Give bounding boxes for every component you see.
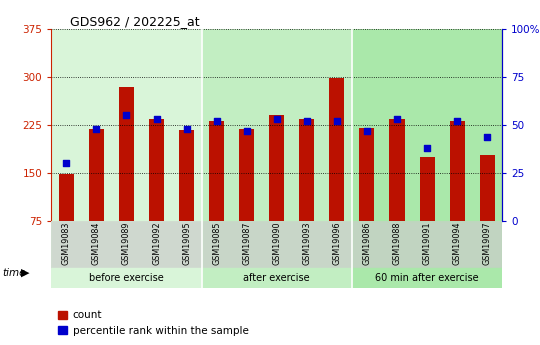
Point bbox=[62, 161, 71, 166]
Bar bbox=[209, 121, 224, 221]
Text: GSM19097: GSM19097 bbox=[483, 221, 491, 265]
Point bbox=[212, 118, 221, 124]
Bar bbox=[329, 78, 345, 221]
Bar bbox=[51, 268, 201, 288]
Text: GSM19095: GSM19095 bbox=[182, 221, 191, 265]
Bar bbox=[299, 119, 314, 221]
Text: GSM19084: GSM19084 bbox=[92, 221, 101, 265]
Text: GDS962 / 202225_at: GDS962 / 202225_at bbox=[70, 16, 200, 29]
Text: GSM19094: GSM19094 bbox=[453, 221, 462, 265]
Bar bbox=[149, 119, 164, 221]
Text: before exercise: before exercise bbox=[89, 273, 164, 283]
Point bbox=[302, 118, 311, 124]
Bar bbox=[352, 268, 502, 288]
Text: GSM19093: GSM19093 bbox=[302, 221, 311, 265]
Legend: count, percentile rank within the sample: count, percentile rank within the sample bbox=[54, 306, 253, 340]
Point bbox=[453, 118, 461, 124]
Bar bbox=[480, 155, 495, 221]
Bar bbox=[179, 130, 194, 221]
Text: GSM19091: GSM19091 bbox=[422, 221, 431, 265]
Text: GSM19086: GSM19086 bbox=[362, 221, 372, 265]
Text: GSM19096: GSM19096 bbox=[332, 221, 341, 265]
Text: GSM19083: GSM19083 bbox=[62, 221, 71, 265]
Point bbox=[273, 117, 281, 122]
Text: GSM19087: GSM19087 bbox=[242, 221, 251, 265]
Text: 60 min after exercise: 60 min after exercise bbox=[375, 273, 479, 283]
Bar bbox=[51, 221, 502, 269]
Text: GSM19085: GSM19085 bbox=[212, 221, 221, 265]
Bar bbox=[51, 29, 201, 221]
Text: after exercise: after exercise bbox=[244, 273, 310, 283]
Text: time: time bbox=[3, 268, 26, 277]
Bar bbox=[450, 121, 464, 221]
Point bbox=[242, 128, 251, 134]
Text: GSM19092: GSM19092 bbox=[152, 221, 161, 265]
Bar bbox=[59, 174, 74, 221]
Text: ▶: ▶ bbox=[21, 268, 29, 277]
Bar bbox=[360, 128, 374, 221]
Text: GSM19089: GSM19089 bbox=[122, 221, 131, 265]
Bar bbox=[239, 129, 254, 221]
Point bbox=[483, 134, 491, 139]
Point bbox=[182, 126, 191, 132]
Point bbox=[362, 128, 371, 134]
Text: GSM19088: GSM19088 bbox=[393, 221, 401, 265]
Point bbox=[92, 126, 101, 132]
Bar bbox=[389, 119, 404, 221]
Point bbox=[152, 117, 161, 122]
Point bbox=[423, 145, 431, 151]
Point bbox=[333, 118, 341, 124]
Bar bbox=[420, 157, 435, 221]
Bar bbox=[51, 221, 201, 269]
Bar bbox=[269, 116, 284, 221]
Bar bbox=[89, 129, 104, 221]
Bar bbox=[201, 221, 352, 269]
Point bbox=[393, 117, 401, 122]
Point bbox=[122, 113, 131, 118]
Bar bbox=[352, 29, 502, 221]
Bar bbox=[201, 268, 352, 288]
Bar bbox=[352, 221, 502, 269]
Bar bbox=[119, 87, 134, 221]
Bar bbox=[201, 29, 352, 221]
Text: GSM19090: GSM19090 bbox=[272, 221, 281, 265]
